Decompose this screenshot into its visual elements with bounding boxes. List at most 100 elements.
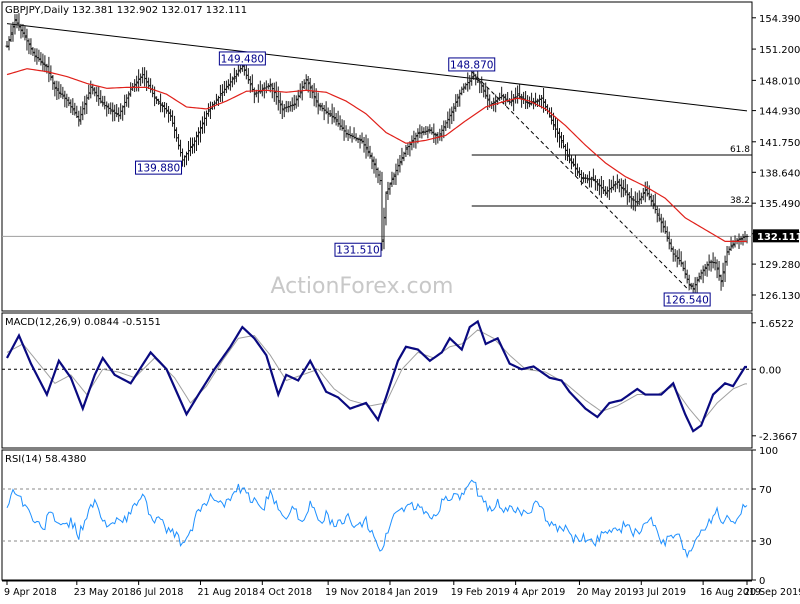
ohlc-bar [430,127,434,135]
ohlc-bar [687,274,691,291]
ohlc-bar [248,76,252,93]
rsi-line [6,479,748,559]
ohlc-bar [165,102,169,114]
ohlc-bar [565,142,569,162]
fib-level-label: 61.8 [730,145,750,155]
ohlc-bar [474,73,478,86]
ohlc-bar [703,263,707,276]
ohlc-bar [647,185,651,201]
ohlc-bar [109,102,113,115]
ohlc-bar [484,82,488,99]
ohlc-bar [272,82,276,102]
trendline [6,23,748,112]
ohlc-bar [55,80,59,101]
ohlc-bar [61,86,65,100]
ohlc-bar [101,95,105,107]
price-y-tick-label: 138.640 [759,168,800,179]
ohlc-bar [316,92,320,115]
ohlc-bar [330,103,334,125]
x-tick-label: 4 Oct 2018 [259,587,312,598]
last-price-tag [753,229,799,243]
ohlc-bar [232,67,236,85]
ohlc-bar [635,192,639,207]
ohlc-bar [601,179,605,194]
price-annotation-box [448,57,496,72]
ohlc-bar [448,108,452,129]
ohlc-bar [452,103,456,122]
ohlc-bar [364,134,368,159]
ohlc-bar [729,236,733,251]
ohlc-bar [675,250,679,268]
ohlc-bar [33,48,37,62]
ohlc-bar [19,23,23,39]
ohlc-bar [208,101,212,120]
ohlc-bar [573,155,577,177]
macd-macd-line [6,319,747,433]
ohlc-bar [67,96,71,107]
ohlc-bar [159,93,163,113]
x-axis: 9 Apr 2018 23 May 2018 6 Jul 2018 21 Aug 20… [2,580,800,598]
ohlc-bar [721,262,725,287]
price-panel-frame [1,1,753,312]
ohlc-bar [39,52,43,66]
ohlc-bar [292,94,296,111]
ohlc-bar [719,274,723,291]
ohlc-bar [328,109,332,118]
x-tick-label: 19 Nov 2018 [325,587,386,598]
ohlc-bar [41,53,45,71]
ohlc-bar [741,233,745,246]
ohlc-bar [617,178,621,193]
ohlc-bar [603,186,607,196]
ohlc-bar [456,93,460,108]
ohlc-bar [7,36,11,51]
ohlc-bar [189,137,193,157]
ohlc-bar [278,92,282,114]
rsi-y-tick-label: 70 [759,485,772,496]
ohlc-bar [280,100,284,119]
ohlc-bar [37,49,41,62]
ohlc-bar [619,178,623,198]
ohlc-bar [29,38,33,55]
ohlc-bar [167,105,171,123]
x-tick-label: 20 Sep 2019 [744,587,800,598]
ohlc-bar [400,147,404,166]
ohlc-bar [657,208,661,222]
ohlc-bar [51,75,55,90]
ohlc-bar [200,116,204,134]
ohlc-bar [468,75,472,90]
ohlc-bar [651,195,655,210]
macd-y-tick-label: 1.6522 [759,319,794,330]
x-tick-label: 9 Apr 2018 [4,587,57,598]
price-annotation-label: 131.510 [336,245,379,257]
ohlc-bar [344,125,348,138]
ohlc-bar [556,119,560,143]
ohlc-bar [458,89,462,107]
ohlc-bar [308,77,312,99]
ohlc-bar [366,138,370,157]
ohlc-bar [27,38,31,55]
rsi-panel-frame [1,449,753,581]
ohlc-bar [482,83,486,98]
ohlc-bar [87,84,91,100]
ohlc-bar [318,102,322,111]
ohlc-bar [669,238,673,252]
ohlc-bar [111,102,115,122]
ohlc-bar [115,104,119,118]
watermark: ActionForex.com [271,274,454,299]
ohlc-bar [462,83,466,93]
ohlc-bar [372,156,376,174]
ohlc-bar [113,104,117,122]
ohlc-bar [639,192,643,204]
rsi-title: RSI(14) 58.4380 [5,454,86,465]
ohlc-bar [526,95,530,109]
price-annotation-label: 139.880 [137,163,180,175]
ohlc-bar [161,102,165,113]
ohlc-bar [196,127,200,146]
ohlc-bar [510,90,514,107]
ohlc-bar [504,93,508,106]
ohlc-bar [266,83,270,90]
macd-y-tick-label: -2.3667 [759,432,798,443]
ohlc-bar [683,260,687,279]
ohlc-bar [542,88,546,113]
ohlc-bar [290,97,294,112]
